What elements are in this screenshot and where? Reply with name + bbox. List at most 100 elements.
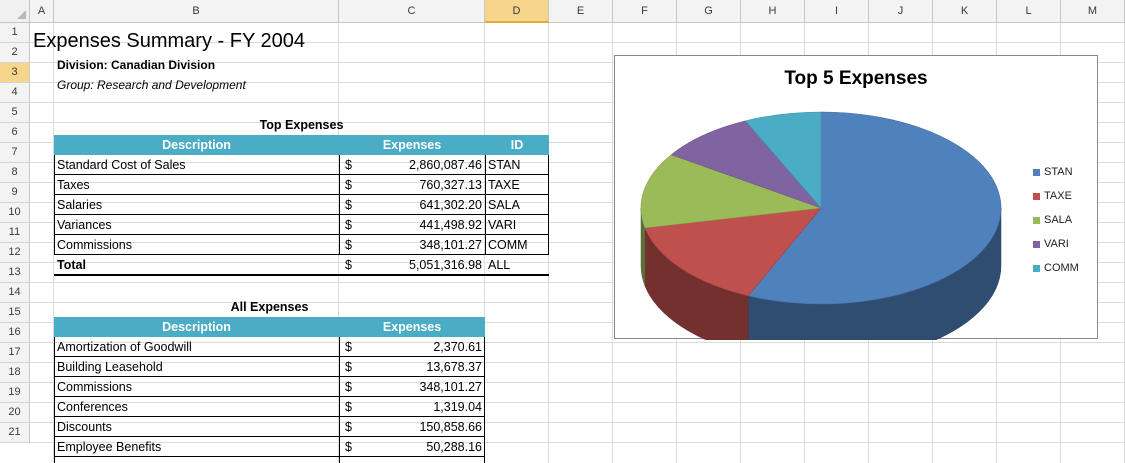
legend-item-comm[interactable]: COMM: [1033, 256, 1079, 280]
all-expenses-caption[interactable]: All Expenses: [230, 300, 309, 314]
column-header-k[interactable]: K: [933, 0, 997, 23]
top-expenses-header-description[interactable]: Description: [162, 138, 231, 152]
row-header-2[interactable]: 2: [0, 43, 30, 63]
top-expenses-total-amount[interactable]: 5,051,316.98: [409, 258, 482, 272]
column-header-g[interactable]: G: [677, 0, 741, 23]
row-header-13[interactable]: 13: [0, 263, 30, 283]
currency-symbol[interactable]: $: [345, 238, 352, 252]
legend-item-sala[interactable]: SALA: [1033, 208, 1079, 232]
top-expense-id[interactable]: VARI: [488, 218, 517, 232]
pie-slice-stan[interactable]: [747, 111, 1002, 305]
currency-symbol[interactable]: $: [345, 158, 352, 172]
chart-title[interactable]: Top 5 Expenses: [784, 68, 928, 89]
column-header-f[interactable]: F: [613, 0, 677, 23]
sheet-title[interactable]: Expenses Summary - FY 2004: [33, 30, 305, 52]
top-expenses-header-id[interactable]: ID: [510, 138, 524, 152]
all-expense-amount[interactable]: 13,678.37: [426, 360, 482, 374]
top-expense-id[interactable]: TAXE: [488, 178, 520, 192]
row-header-1[interactable]: 1: [0, 23, 30, 43]
row-header-6[interactable]: 6: [0, 123, 30, 143]
column-header-m[interactable]: M: [1061, 0, 1125, 23]
all-expense-amount[interactable]: 2,370.61: [433, 340, 482, 354]
division-label[interactable]: Division: Canadian Division: [57, 58, 216, 72]
row-header-10[interactable]: 10: [0, 203, 30, 223]
row-header-9[interactable]: 9: [0, 183, 30, 203]
row-header-4[interactable]: 4: [0, 83, 30, 103]
column-header-d[interactable]: D: [485, 0, 549, 23]
currency-symbol[interactable]: $: [345, 400, 352, 414]
pie-chart-plot[interactable]: [615, 56, 1099, 340]
top-expense-amount[interactable]: 2,860,087.46: [409, 158, 482, 172]
top-expense-id[interactable]: COMM: [488, 238, 528, 252]
currency-symbol[interactable]: $: [345, 178, 352, 192]
legend-item-vari[interactable]: VARI: [1033, 232, 1079, 256]
currency-symbol[interactable]: $: [345, 420, 352, 434]
all-expenses-header-description[interactable]: Description: [162, 320, 231, 334]
pie-slice-taxe[interactable]: [644, 207, 822, 297]
row-header-5[interactable]: 5: [0, 103, 30, 123]
top-expense-id[interactable]: SALA: [488, 198, 520, 212]
currency-symbol[interactable]: $: [345, 258, 352, 272]
all-expense-description[interactable]: Employee Benefits: [57, 440, 162, 454]
currency-symbol[interactable]: $: [345, 198, 352, 212]
legend-item-taxe[interactable]: TAXE: [1033, 184, 1079, 208]
top-expense-description[interactable]: Taxes: [57, 178, 90, 192]
top-expenses-header-expenses[interactable]: Expenses: [382, 138, 442, 152]
top-expense-amount[interactable]: 348,101.27: [419, 238, 482, 252]
all-expense-amount[interactable]: 50,288.16: [426, 440, 482, 454]
chart-legend[interactable]: STAN TAXE SALA VARI COMM: [1033, 160, 1079, 280]
top-expense-description[interactable]: Standard Cost of Sales: [57, 158, 186, 172]
all-expense-description[interactable]: Commissions: [57, 380, 133, 394]
legend-item-stan[interactable]: STAN: [1033, 160, 1079, 184]
select-all-corner[interactable]: [0, 0, 30, 23]
row-header-15[interactable]: 15: [0, 303, 30, 323]
column-header-a[interactable]: A: [30, 0, 54, 23]
all-expense-amount[interactable]: 348,101.27: [419, 380, 482, 394]
all-expenses-header-expenses[interactable]: Expenses: [382, 320, 442, 334]
top-expense-description[interactable]: Variances: [57, 218, 112, 232]
row-header-17[interactable]: 17: [0, 343, 30, 363]
top-expenses-caption[interactable]: Top Expenses: [259, 118, 344, 132]
row-header-8[interactable]: 8: [0, 163, 30, 183]
currency-symbol[interactable]: $: [345, 340, 352, 354]
all-expense-amount[interactable]: 1,319.04: [433, 400, 482, 414]
all-expense-description[interactable]: Amortization of Goodwill: [57, 340, 192, 354]
row-header-3[interactable]: 3: [0, 63, 30, 83]
column-header-h[interactable]: H: [741, 0, 805, 23]
column-header-c[interactable]: C: [339, 0, 485, 23]
currency-symbol[interactable]: $: [345, 218, 352, 232]
top-expense-id[interactable]: STAN: [488, 158, 521, 172]
pie-slice-comm[interactable]: [744, 111, 822, 209]
group-label[interactable]: Group: Research and Development: [57, 78, 246, 92]
top-expense-amount[interactable]: 441,498.92: [419, 218, 482, 232]
row-header-20[interactable]: 20: [0, 403, 30, 423]
column-header-e[interactable]: E: [549, 0, 613, 23]
currency-symbol[interactable]: $: [345, 440, 352, 454]
row-header-16[interactable]: 16: [0, 323, 30, 343]
pie-slice-sala[interactable]: [640, 154, 822, 229]
top-expense-description[interactable]: Commissions: [57, 238, 133, 252]
top-expense-description[interactable]: Salaries: [57, 198, 103, 212]
column-header-i[interactable]: I: [805, 0, 869, 23]
column-header-l[interactable]: L: [997, 0, 1061, 23]
all-expense-description[interactable]: Building Leasehold: [57, 360, 163, 374]
pie-slice-vari[interactable]: [670, 120, 822, 209]
row-header-18[interactable]: 18: [0, 363, 30, 383]
currency-symbol[interactable]: $: [345, 360, 352, 374]
all-expense-description[interactable]: Conferences: [57, 400, 128, 414]
row-header-14[interactable]: 14: [0, 283, 30, 303]
top-expenses-total-id[interactable]: ALL: [488, 258, 511, 272]
all-expense-description[interactable]: Discounts: [57, 420, 112, 434]
column-header-b[interactable]: B: [54, 0, 339, 23]
row-header-19[interactable]: 19: [0, 383, 30, 403]
all-expense-amount[interactable]: 150,858.66: [419, 420, 482, 434]
row-header-21[interactable]: 21: [0, 423, 30, 443]
top-expense-amount[interactable]: 641,302.20: [419, 198, 482, 212]
top-expenses-total-label[interactable]: Total: [57, 258, 86, 272]
row-header-7[interactable]: 7: [0, 143, 30, 163]
pie-chart[interactable]: Top 5 Expenses STAN TAXE SALA VARI COMM: [614, 55, 1099, 340]
currency-symbol[interactable]: $: [345, 380, 352, 394]
column-header-j[interactable]: J: [869, 0, 933, 23]
row-header-11[interactable]: 11: [0, 223, 30, 243]
